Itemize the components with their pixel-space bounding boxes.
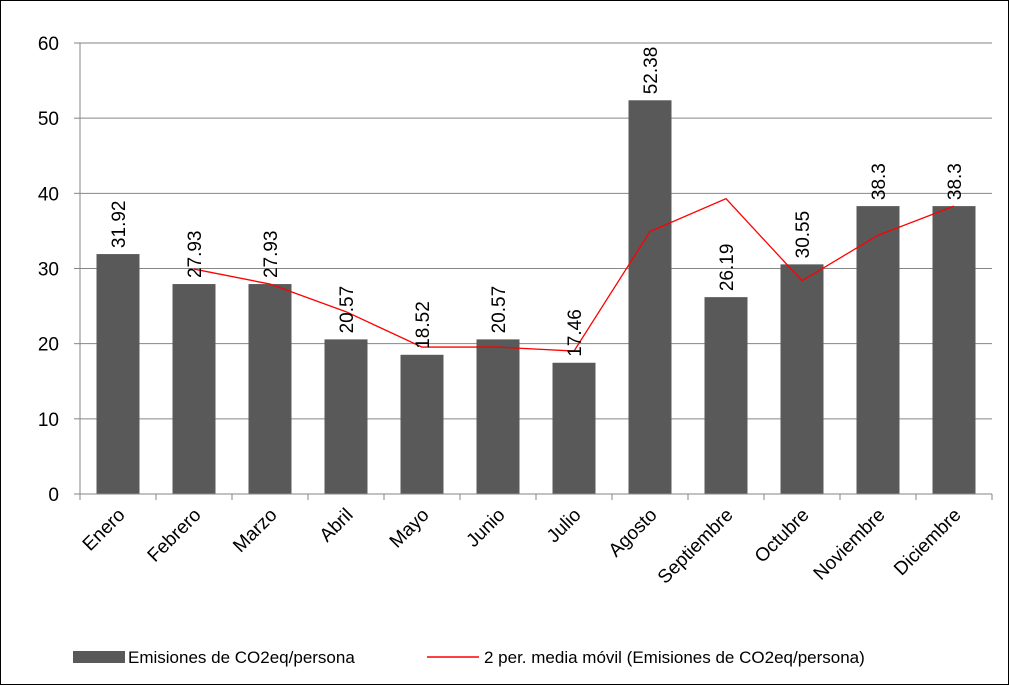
- bar: [324, 339, 368, 494]
- x-tick-label: Agosto: [605, 505, 662, 562]
- bar: [172, 284, 216, 494]
- legend: Emisiones de CO2eq/persona 2 per. media …: [73, 648, 865, 667]
- moving-average-line: [193, 197, 955, 352]
- x-tick-label: Septiembre: [654, 505, 738, 589]
- data-label: 20.57: [489, 286, 510, 334]
- data-label: 20.57: [337, 286, 358, 334]
- data-label: 26.19: [717, 244, 738, 292]
- data-label: 31.92: [109, 201, 130, 249]
- data-label: 17.46: [565, 309, 586, 357]
- x-tick-label: Enero: [79, 505, 130, 556]
- gridlines: [80, 42, 992, 420]
- data-labels: 31.92 27.93 27.93 20.57 18.52 20.57 17.46 52.38…: [109, 47, 966, 357]
- bar: [400, 354, 444, 494]
- x-tick-label: Junio: [463, 505, 510, 552]
- legend-bar-label: Emisiones de CO2eq/persona: [128, 648, 355, 667]
- data-label: 18.52: [413, 301, 434, 349]
- y-tick-label: 50: [38, 109, 59, 130]
- data-label: 27.93: [261, 231, 282, 279]
- bar: [628, 100, 672, 494]
- data-label: 38.3: [869, 163, 890, 200]
- data-label: 30.55: [793, 211, 814, 259]
- x-tick-label: Julio: [543, 505, 585, 547]
- y-tick-label: 60: [38, 34, 59, 55]
- x-tick-label: Octubre: [751, 505, 814, 568]
- x-tick-label: Mayo: [386, 505, 434, 553]
- bar: [96, 254, 140, 494]
- x-tick-label: Abril: [316, 505, 358, 547]
- x-tick-label: Diciembre: [890, 505, 965, 580]
- bar: [780, 264, 824, 494]
- legend-bar-swatch: [73, 651, 125, 663]
- bar: [552, 362, 596, 494]
- bar: [248, 284, 292, 494]
- bar: [856, 206, 900, 494]
- y-tick-label: 0: [48, 485, 59, 506]
- x-tick-label: Febrero: [144, 505, 206, 567]
- moving-average-series: [193, 197, 955, 352]
- legend-line-label: 2 per. media móvil (Emisiones de CO2eq/p…: [484, 648, 865, 667]
- bar: [476, 339, 520, 494]
- bar: [704, 297, 748, 494]
- bar: [932, 206, 976, 494]
- y-tick-label: 10: [38, 410, 59, 431]
- y-tick-label: 30: [38, 260, 59, 281]
- x-tick-label: Noviembre: [810, 505, 890, 585]
- data-label: 38.3: [945, 163, 966, 200]
- x-tick-label: Marzo: [229, 505, 281, 557]
- data-label: 27.93: [185, 231, 206, 279]
- y-tick-label: 40: [38, 184, 59, 205]
- data-label: 52.38: [641, 47, 662, 95]
- bar-series: [96, 100, 976, 494]
- y-tick-label: 20: [38, 335, 59, 356]
